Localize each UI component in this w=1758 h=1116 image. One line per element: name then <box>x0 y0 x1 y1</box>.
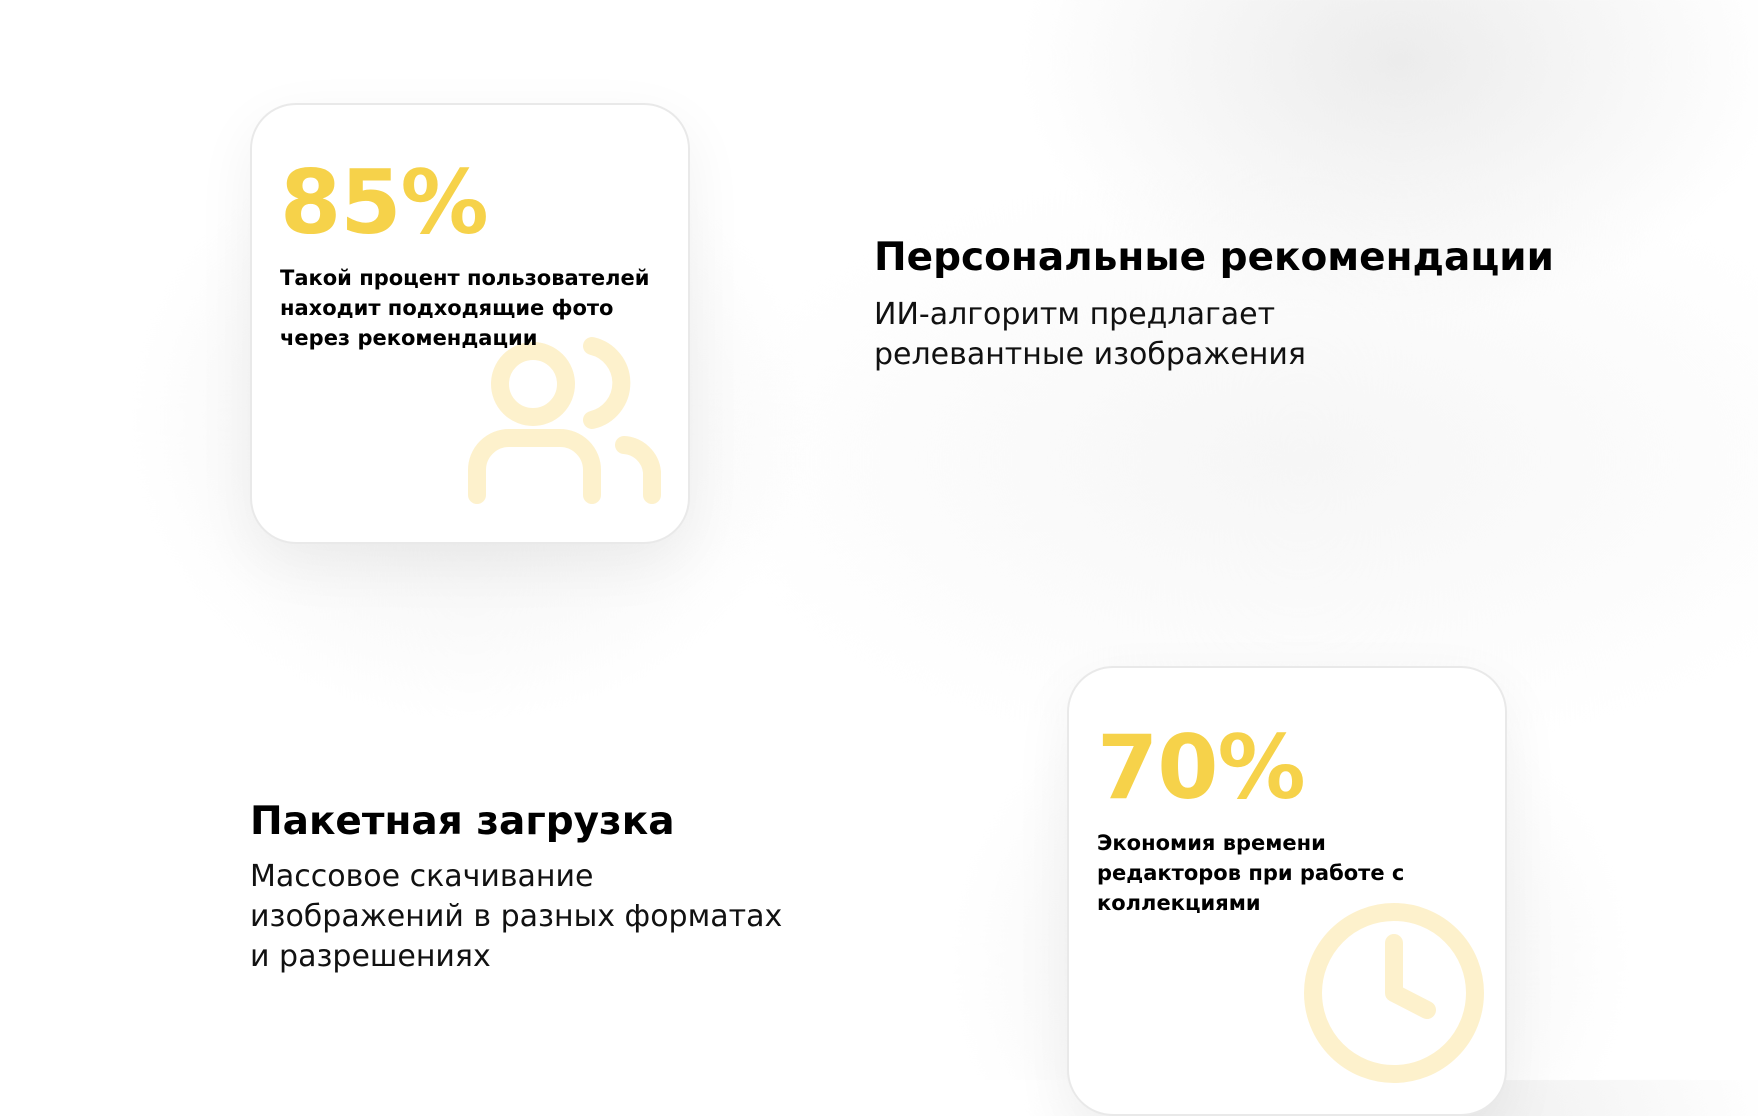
clock-icon <box>1304 903 1484 1083</box>
feature-title-batch: Пакетная загрузка <box>250 799 675 844</box>
stat-card-time-savings: 70% Экономия времени редакторов при рабо… <box>1067 666 1507 1116</box>
users-icon <box>468 337 661 504</box>
stat-value: 85% <box>280 151 489 254</box>
stat-value: 70% <box>1097 716 1306 819</box>
stat-description: Такой процент пользователей находит подх… <box>280 266 650 350</box>
stat-description: Экономия времени редакторов при работе с… <box>1097 831 1405 915</box>
feature-subtitle-batch: Массовое скачивание изображений в разных… <box>250 859 783 974</box>
feature-subtitle-recommendations: ИИ-алгоритм предлагает релевантные изобр… <box>874 297 1306 372</box>
stat-card-recommendations: 85% Такой процент пользователей находит … <box>250 103 690 544</box>
feature-title-recommendations: Персональные рекомендации <box>874 235 1554 280</box>
